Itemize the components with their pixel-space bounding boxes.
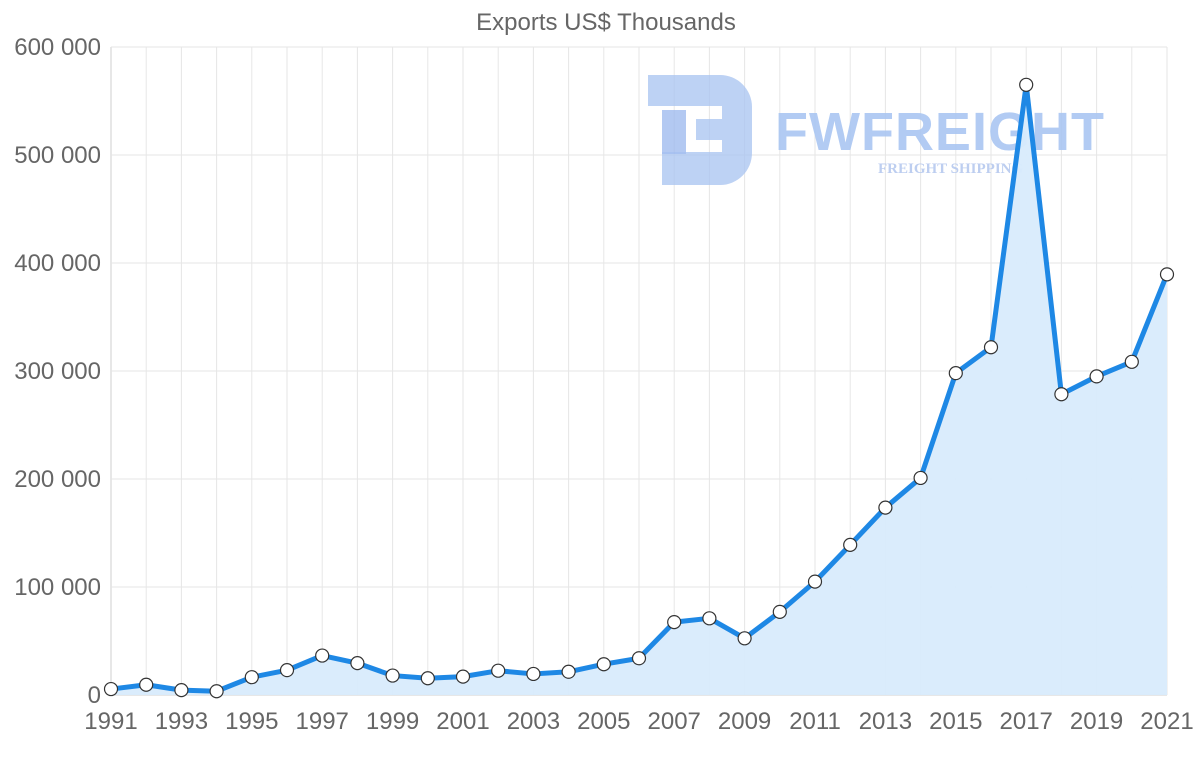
data-point xyxy=(737,631,752,646)
data-point xyxy=(139,677,154,692)
data-point xyxy=(702,611,717,626)
x-tick-label: 2009 xyxy=(718,708,771,735)
x-tick-label: 2011 xyxy=(789,708,841,735)
y-tick-label: 300 000 xyxy=(14,358,101,385)
x-tick-label: 1991 xyxy=(84,708,137,735)
x-tick-label: 1993 xyxy=(155,708,208,735)
data-point xyxy=(491,663,506,678)
data-point xyxy=(420,671,435,686)
data-point xyxy=(103,681,119,697)
y-tick-label: 0 xyxy=(88,682,101,709)
data-point xyxy=(983,340,999,355)
data-point xyxy=(385,668,400,683)
data-point xyxy=(526,666,541,682)
x-tick-label: 1995 xyxy=(225,708,278,735)
watermark-brand: FWFREIGHT xyxy=(775,102,1105,162)
data-point xyxy=(807,574,823,589)
data-points xyxy=(103,77,1175,699)
data-point xyxy=(631,651,647,666)
data-point xyxy=(174,683,189,698)
data-point xyxy=(455,669,471,684)
data-point xyxy=(1089,369,1104,384)
x-tick-label: 1997 xyxy=(296,708,349,735)
x-tick-label: 2001 xyxy=(436,708,489,735)
x-tick-label: 2021 xyxy=(1140,708,1193,735)
data-point xyxy=(244,670,259,685)
data-point xyxy=(279,663,295,678)
data-point xyxy=(772,604,787,619)
data-point xyxy=(667,614,682,630)
data-point xyxy=(843,537,858,552)
data-point xyxy=(1054,387,1069,402)
x-tick-label: 2003 xyxy=(507,708,560,735)
x-tick-label: 2015 xyxy=(929,708,982,735)
x-tick-label: 2017 xyxy=(1000,708,1053,735)
watermark-tagline: FREIGHT SHIPPING xyxy=(878,161,1023,177)
data-point xyxy=(315,648,330,663)
data-point xyxy=(1019,77,1034,92)
brand-logo-icon xyxy=(648,75,752,185)
chart-title: Exports US$ Thousands xyxy=(476,9,736,36)
y-tick-label: 200 000 xyxy=(14,466,101,493)
data-point xyxy=(1124,354,1139,369)
data-point xyxy=(948,366,963,381)
y-tick-label: 400 000 xyxy=(14,250,101,277)
x-tick-label: 2007 xyxy=(648,708,701,735)
x-tick-label: 1999 xyxy=(366,708,419,735)
data-point xyxy=(561,664,576,679)
x-tick-label: 2005 xyxy=(577,708,630,735)
data-point xyxy=(209,684,224,699)
y-axis-ticks: 0 100 000 200 000 300 000 400 000 500 000 600 … xyxy=(14,34,101,709)
x-axis-ticks: 1991 1993 1995 1997 1999 2001 2003 2005 2007 2009… xyxy=(84,708,1193,735)
data-point xyxy=(913,470,928,486)
x-tick-label: 2019 xyxy=(1070,708,1123,735)
data-point xyxy=(350,656,365,671)
data-point xyxy=(596,657,611,672)
data-point xyxy=(878,500,893,515)
x-tick-label: 2013 xyxy=(859,708,912,735)
data-point xyxy=(1159,267,1175,282)
y-tick-label: 500 000 xyxy=(14,142,101,169)
watermark: FWFREIGHT FREIGHT SHIPPING xyxy=(648,75,1105,185)
series-area xyxy=(111,84,1167,696)
y-tick-label: 100 000 xyxy=(14,574,101,601)
y-tick-label: 600 000 xyxy=(14,34,101,61)
